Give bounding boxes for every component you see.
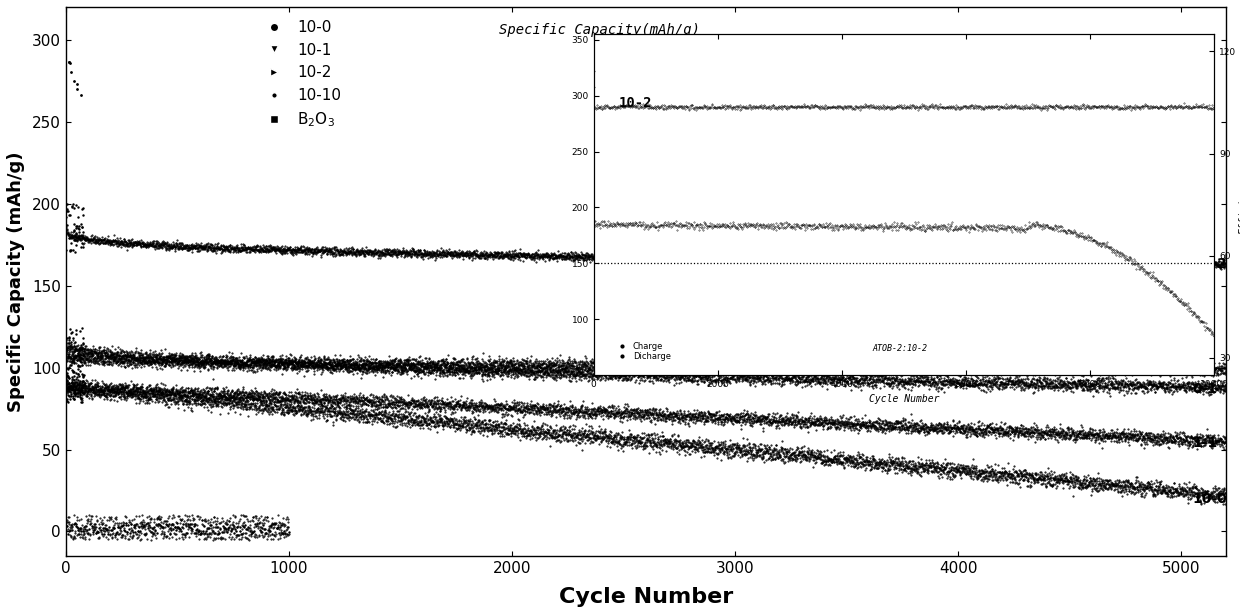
Text: 10-2: 10-2 bbox=[1193, 257, 1228, 271]
Legend: 10-0, 10-1, 10-2, 10-10, B$_2$O$_3$: 10-0, 10-1, 10-2, 10-10, B$_2$O$_3$ bbox=[259, 20, 341, 130]
Text: 10-0: 10-0 bbox=[1193, 492, 1228, 506]
X-axis label: Cycle Number: Cycle Number bbox=[559, 587, 733, 607]
Text: Specific Capacity(mAh/g): Specific Capacity(mAh/g) bbox=[498, 23, 699, 37]
Text: 0-1: 0-1 bbox=[1193, 382, 1218, 396]
Y-axis label: Specific Capacity (mAh/g): Specific Capacity (mAh/g) bbox=[7, 151, 25, 412]
Text: 1-1: 1-1 bbox=[1193, 436, 1218, 450]
